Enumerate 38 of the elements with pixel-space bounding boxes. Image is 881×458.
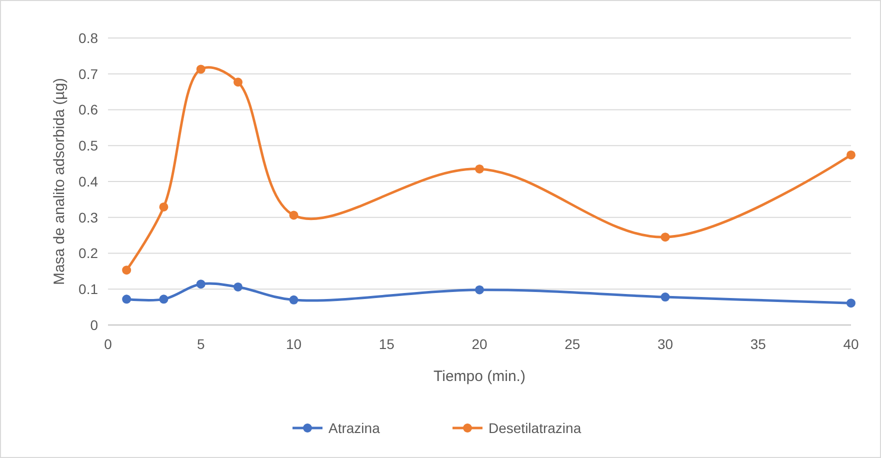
y-tick-label: 0.1: [78, 281, 98, 298]
x-tick-label: 30: [657, 336, 674, 352]
y-tick-label: 0: [90, 316, 98, 333]
y-tick-label: 0.3: [78, 209, 98, 226]
y-tick-label: 0.8: [78, 30, 98, 46]
point: [122, 294, 132, 304]
x-axis-title: Tiempo (min.): [434, 368, 526, 385]
point: [159, 202, 168, 212]
point: [475, 285, 484, 294]
point: [159, 294, 168, 304]
x-tick-label: 20: [472, 336, 488, 352]
point: [475, 164, 484, 174]
point: [196, 64, 206, 74]
point: [196, 280, 206, 289]
x-tick-label: 5: [196, 336, 205, 352]
y-tick-label: 0.4: [78, 173, 98, 190]
point: [122, 266, 132, 275]
x-tick-label: 25: [564, 336, 580, 352]
x-tick-label: 15: [378, 336, 395, 352]
point: [289, 210, 298, 220]
x-tick-label: 35: [750, 336, 766, 352]
y-tick-label: 0.6: [78, 102, 98, 118]
legend-label: Desetilatrazina: [488, 420, 582, 436]
x-tick-label: 10: [286, 336, 302, 352]
x-tick-label: 0: [104, 336, 112, 352]
point: [660, 292, 670, 302]
point: [234, 78, 243, 87]
y-tick-label: 0.5: [78, 138, 98, 154]
legend-label: Atrazina: [328, 420, 380, 436]
y-axis-title: Masa de analito adsorbida (µg): [51, 78, 68, 286]
x-tick-label: 40: [843, 336, 859, 352]
point: [846, 150, 856, 160]
y-tick-label: 0.7: [78, 66, 98, 82]
point: [234, 282, 243, 292]
point: [289, 295, 298, 304]
point: [660, 232, 670, 242]
point: [846, 298, 856, 308]
y-tick-label: 0.2: [78, 245, 98, 262]
